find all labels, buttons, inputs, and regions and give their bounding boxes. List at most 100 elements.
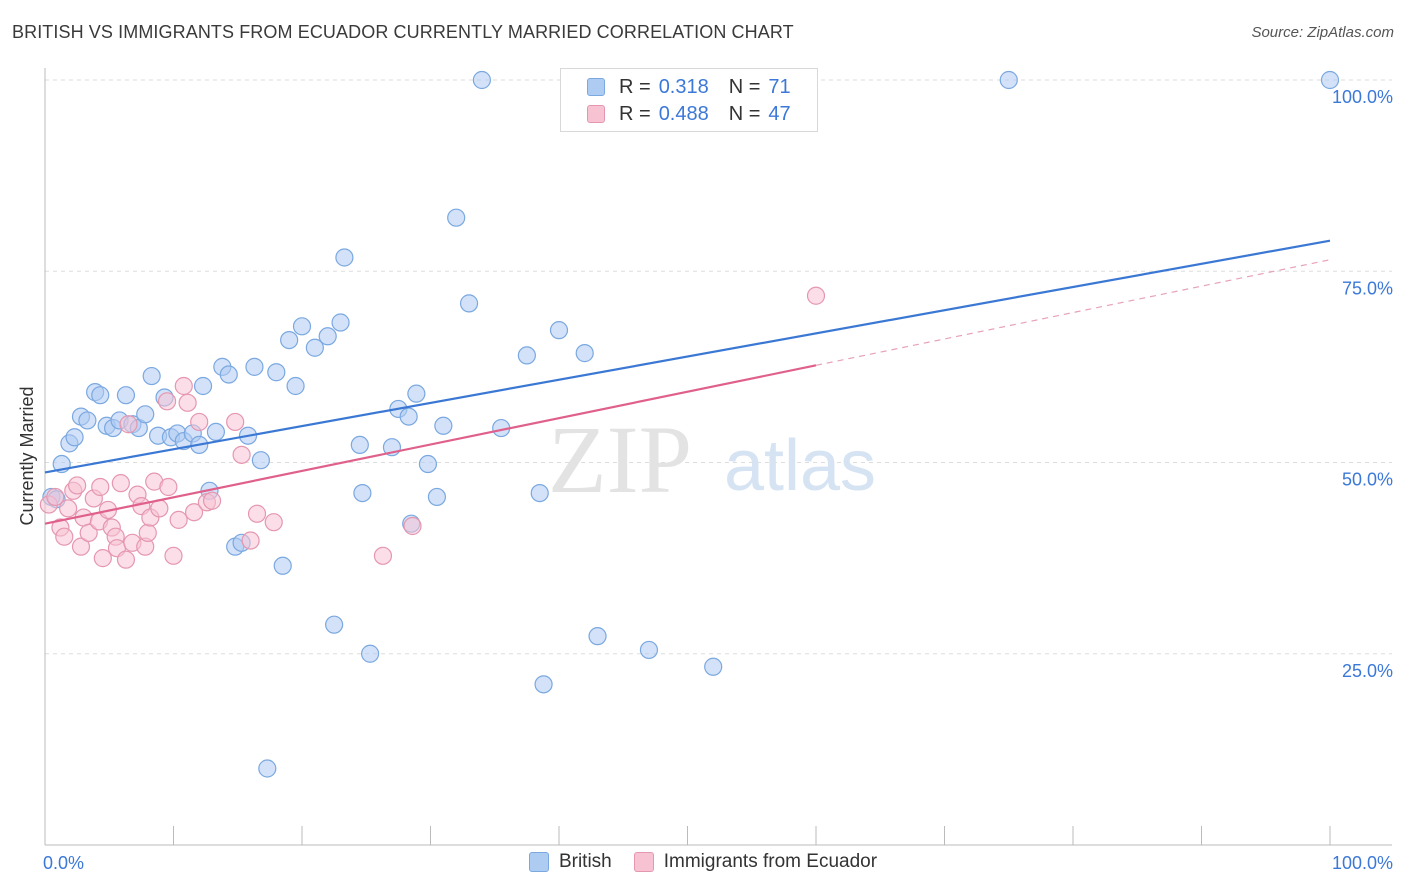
legend-label: Immigrants from Ecuador (663, 851, 878, 872)
ecuador-point (138, 523, 157, 542)
r-value: 0.318 (658, 75, 709, 98)
british-point (305, 338, 324, 357)
british-point (206, 422, 226, 441)
axis-layer (44, 68, 1392, 846)
british-point (530, 484, 549, 503)
ecuador-point (241, 531, 260, 550)
british-point (91, 386, 110, 405)
trend-layer (44, 239, 1331, 525)
x-tick-label: 100.0% (1332, 853, 1393, 873)
y-tick-label: 50.0% (1342, 470, 1393, 490)
ecuador-point (226, 412, 245, 432)
ecuador-point (164, 546, 183, 565)
ecuador-point (190, 412, 209, 432)
n-key: N = (728, 102, 761, 125)
ecuador-point (247, 504, 267, 523)
british-point (65, 428, 84, 447)
watermark-atlas: atlas (724, 426, 876, 506)
british-point (399, 407, 418, 426)
legend-item-ecuador[interactable]: Immigrants from Ecuador (633, 851, 878, 873)
ecuador-point (119, 415, 138, 434)
ecuador-trendline-extension (815, 259, 1331, 366)
x-tick-label: 0.0% (43, 853, 84, 873)
british-point (434, 416, 453, 435)
ecuador-trendline (44, 364, 817, 525)
stats-row-ecuador: R = 0.488 N = 47 (587, 102, 791, 126)
ecuador-point (184, 503, 204, 522)
british-point (517, 346, 536, 365)
y-tick-label: 75.0% (1342, 278, 1393, 298)
british-point (286, 376, 305, 396)
british-point (331, 313, 350, 332)
ecuador-point (91, 477, 110, 497)
n-value: 47 (768, 102, 791, 125)
ecuador-swatch (587, 105, 605, 123)
british-point (575, 344, 594, 363)
british-point (245, 357, 264, 376)
british-point (407, 384, 426, 403)
ecuador-point (403, 516, 422, 536)
british-point (549, 321, 569, 340)
ecuador-point (116, 550, 136, 569)
r-key: R = (619, 102, 651, 125)
british-point (292, 317, 312, 336)
watermark: ZIP atlas (548, 406, 876, 513)
ecuador-point (59, 499, 78, 518)
y-tick-label: 25.0% (1342, 661, 1393, 681)
british-point (999, 70, 1018, 90)
ecuador-point (68, 476, 87, 495)
r-key: R = (619, 75, 651, 98)
n-value: 71 (768, 75, 791, 98)
british-swatch (587, 78, 605, 96)
ecuador-legend-swatch (633, 852, 654, 872)
british-point (1320, 70, 1340, 90)
british-point (251, 451, 270, 470)
british-point (639, 640, 659, 660)
ecuador-point (264, 513, 283, 532)
british-point (361, 644, 380, 663)
ecuador-point (79, 523, 98, 542)
british-point (193, 376, 213, 396)
ecuador-point (373, 546, 393, 565)
british-point (534, 675, 553, 694)
legend-label: British (558, 851, 612, 872)
ecuador-point (159, 477, 178, 497)
british-point (447, 208, 466, 227)
ecuador-point (71, 537, 91, 556)
british-point (136, 405, 155, 424)
british-point (318, 327, 337, 346)
ecuador-point (157, 392, 177, 411)
british-point (280, 331, 299, 350)
british-point (335, 248, 354, 267)
points-layer (39, 70, 1340, 778)
british-point (704, 657, 723, 676)
british-point (219, 365, 238, 384)
ecuador-point (232, 445, 251, 464)
ecuador-point (46, 487, 65, 507)
ecuador-point (806, 286, 826, 305)
british-point (353, 484, 372, 503)
series-legend: British Immigrants from Ecuador (0, 851, 1406, 873)
ecuador-point (178, 393, 197, 412)
british-point (418, 454, 438, 474)
y-axis-label: Currently Married (17, 386, 37, 525)
british-point (78, 411, 97, 430)
stats-row-british: R = 0.318 N = 71 (587, 75, 791, 99)
r-value: 0.488 (658, 102, 709, 125)
legend-item-british[interactable]: British (528, 851, 612, 873)
british-point (472, 70, 491, 90)
british-point (350, 435, 369, 455)
british-legend-swatch (528, 852, 549, 872)
stats-legend: R = 0.318 N = 71 R = 0.488 N = 47 (560, 68, 818, 132)
british-point (258, 759, 277, 778)
british-point (588, 627, 607, 646)
watermark-zip: ZIP (548, 406, 692, 513)
y-tick-label: 100.0% (1332, 87, 1393, 107)
ecuador-point (169, 510, 188, 529)
ecuador-point (174, 376, 193, 396)
label-layer: 25.0% 50.0% 75.0% 100.0% 0.0% 100.0% Currently… (17, 87, 1393, 873)
british-point (267, 363, 286, 382)
source-label: Source: ZipAtlas.com (1251, 24, 1394, 41)
british-point (116, 386, 136, 405)
